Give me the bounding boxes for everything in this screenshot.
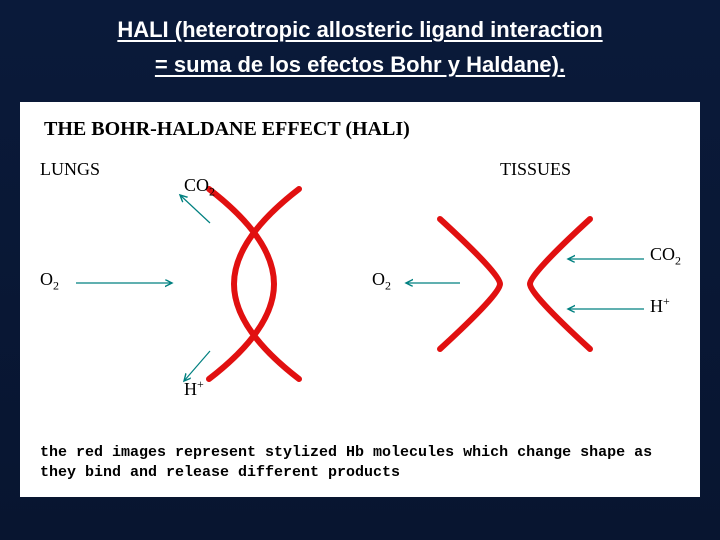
title-line-2: = suma de los efectos Bohr y Haldane). <box>40 47 680 82</box>
diagram-columns: LUNGS CO2 O2 <box>34 159 686 419</box>
label-o2-lungs: O2 <box>40 269 59 294</box>
arrow-co2-tissues <box>562 249 652 269</box>
diagram-panel: THE BOHR-HALDANE EFFECT (HALI) LUNGS CO2… <box>20 102 700 497</box>
tissues-title: TISSUES <box>500 159 571 180</box>
arrow-h-lungs <box>168 347 218 387</box>
slide-header: HALI (heterotropic allosteric ligand int… <box>0 0 720 88</box>
column-tissues: TISSUES O2 CO2 <box>370 159 686 419</box>
panel-title: THE BOHR-HALDANE EFFECT (HALI) <box>44 118 686 141</box>
arrow-o2-tissues <box>400 273 470 293</box>
arrow-co2-lungs <box>162 189 222 229</box>
column-lungs: LUNGS CO2 O2 <box>34 159 350 419</box>
title-line-1: HALI (heterotropic allosteric ligand int… <box>40 12 680 47</box>
lungs-title: LUNGS <box>40 159 100 180</box>
arrow-h-tissues <box>562 299 652 319</box>
label-o2-tissues: O2 <box>372 269 391 294</box>
arrow-o2-lungs <box>72 273 182 293</box>
label-h-tissues: H+ <box>650 294 670 317</box>
label-co2-tissues: CO2 <box>650 244 681 269</box>
caption-text: the red images represent stylized Hb mol… <box>40 443 680 484</box>
